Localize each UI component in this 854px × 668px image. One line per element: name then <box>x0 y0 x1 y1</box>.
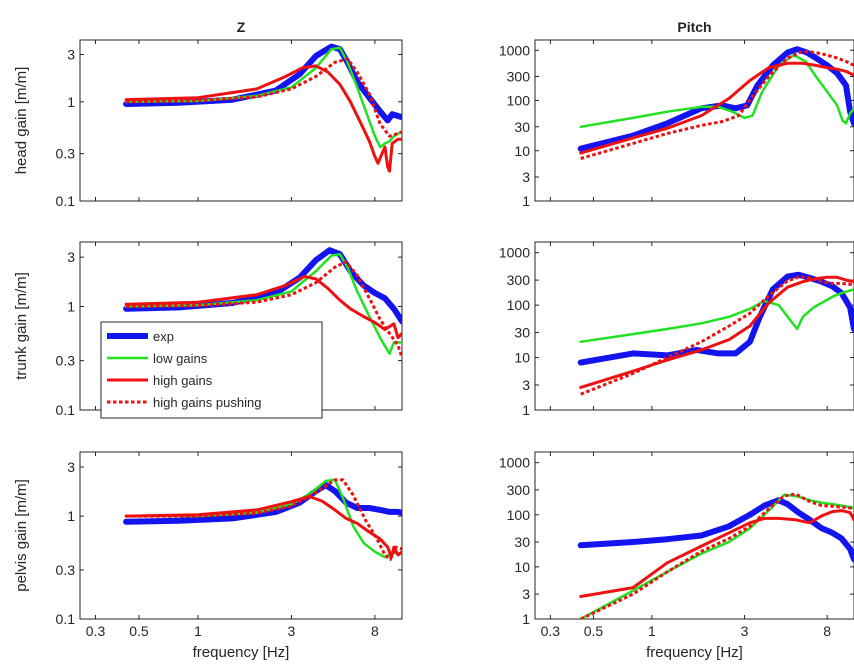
x-tick-label: 0.5 <box>584 623 604 639</box>
y-axis-label: head gain [m/m] <box>13 67 30 175</box>
y-tick-label: 0.3 <box>56 353 76 369</box>
series-group <box>577 492 854 619</box>
y-axis-label: pelvis gain [m/m] <box>13 479 30 592</box>
y-tick-label: 3 <box>522 169 530 185</box>
y-tick-label: 3 <box>67 249 75 265</box>
series-line-high-gains-pushing <box>580 492 854 619</box>
legend-label: exp <box>153 329 174 344</box>
y-tick-label: 100 <box>507 93 531 109</box>
y-tick-label: 0.3 <box>56 562 76 578</box>
series-line-high-gains <box>124 64 402 173</box>
y-tick-label: 300 <box>507 482 531 498</box>
series-line-high-gains <box>124 275 402 340</box>
y-tick-label: 10 <box>514 350 530 366</box>
series-line-high-gains-pushing <box>580 275 854 396</box>
y-tick-label: 10 <box>514 559 530 575</box>
panel-head-pitch: 1 3 10 30 100 300 1000 Pitch <box>499 19 854 209</box>
axes-frame <box>534 241 854 411</box>
y-tick-label: 1 <box>522 611 530 627</box>
y-tick-label: 3 <box>67 459 75 475</box>
x-tick-label: 3 <box>288 623 296 639</box>
y-tick-label: 1 <box>67 94 75 110</box>
series-line-low-gains <box>579 493 854 619</box>
series-line-low-gains <box>124 46 402 149</box>
series-line-high-gains <box>579 275 854 389</box>
axes-frame <box>79 451 403 620</box>
y-tick-label: 0.1 <box>56 611 76 627</box>
axes-frame <box>79 39 403 202</box>
x-tick-label: 8 <box>371 623 379 639</box>
y-tick-label: 30 <box>514 325 530 341</box>
series-line-high-gains-pushing <box>126 260 402 359</box>
y-tick-label: 3 <box>522 586 530 602</box>
x-axis-label: frequency [Hz] <box>646 644 743 661</box>
series-line-high-gains-pushing <box>126 57 402 138</box>
y-tick-label: 0.1 <box>56 402 76 418</box>
y-tick-label: 1000 <box>499 245 530 261</box>
axes-frame <box>534 39 854 202</box>
x-tick-label: 0.5 <box>129 623 149 639</box>
series-group <box>123 478 402 561</box>
legend-label: high gains <box>153 373 213 388</box>
series-line-exp <box>577 46 854 152</box>
y-tick-label: 0.1 <box>56 193 76 209</box>
series-line-low-gains <box>124 252 402 355</box>
y-axis-label: trunk gain [m/m] <box>13 272 30 380</box>
legend-label: low gains <box>153 351 208 366</box>
panel-title: Z <box>237 19 246 35</box>
y-tick-label: 1 <box>522 402 530 418</box>
series-line-high-gains-pushing <box>126 478 402 561</box>
y-tick-label: 1 <box>522 193 530 209</box>
y-tick-label: 3 <box>67 46 75 62</box>
y-tick-label: 1 <box>67 508 75 524</box>
x-axis-label: frequency [Hz] <box>193 644 290 661</box>
y-tick-label: 1000 <box>499 42 530 58</box>
y-tick-label: 3 <box>522 377 530 393</box>
series-line-low-gains <box>579 288 854 344</box>
panel-trunk-pitch: 1 3 10 30 100 300 1000 <box>499 241 854 418</box>
y-tick-label: 300 <box>507 272 531 288</box>
series-line-exp <box>123 482 402 525</box>
series-line-high-gains <box>579 61 854 155</box>
panel-pelvis-z: 0.3 0.5 1 3 8 0.1 0.3 1 3 pelvis gain [m/m] freque… <box>13 451 403 661</box>
panel-title: Pitch <box>677 19 711 35</box>
x-tick-label: 1 <box>194 623 202 639</box>
x-tick-label: 3 <box>741 623 749 639</box>
series-group <box>577 46 854 160</box>
y-tick-label: 30 <box>514 534 530 550</box>
y-tick-label: 100 <box>507 507 531 523</box>
y-tick-label: 30 <box>514 119 530 135</box>
y-tick-label: 10 <box>514 143 530 159</box>
x-tick-label: 1 <box>648 623 656 639</box>
x-tick-label: 0.3 <box>86 623 106 639</box>
y-tick-label: 100 <box>507 297 531 313</box>
legend-label: high gains pushing <box>153 395 261 410</box>
series-group <box>123 43 402 173</box>
series-line-exp <box>577 497 854 563</box>
y-tick-label: 1 <box>67 299 75 315</box>
series-line-exp <box>577 271 854 366</box>
x-tick-label: 0.3 <box>541 623 561 639</box>
x-tick-label: 8 <box>823 623 831 639</box>
series-group <box>577 271 854 396</box>
y-tick-label: 1000 <box>499 455 530 471</box>
series-group <box>123 247 402 359</box>
series-line-high-gains <box>579 509 854 598</box>
series-line-high-gains-pushing <box>580 49 854 160</box>
y-tick-label: 300 <box>507 69 531 85</box>
y-tick-label: 0.3 <box>56 146 76 162</box>
